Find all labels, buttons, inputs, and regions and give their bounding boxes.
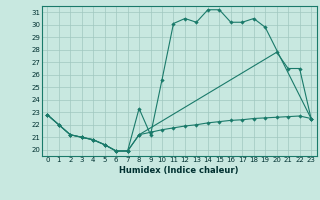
X-axis label: Humidex (Indice chaleur): Humidex (Indice chaleur) (119, 166, 239, 175)
